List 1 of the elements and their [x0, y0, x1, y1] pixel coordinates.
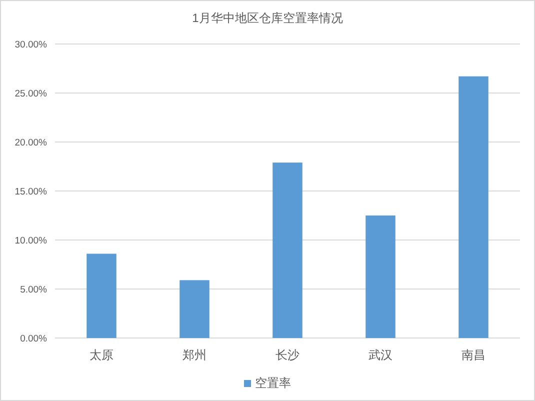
title: 1月华中地区仓库空置率情况: [192, 11, 343, 25]
